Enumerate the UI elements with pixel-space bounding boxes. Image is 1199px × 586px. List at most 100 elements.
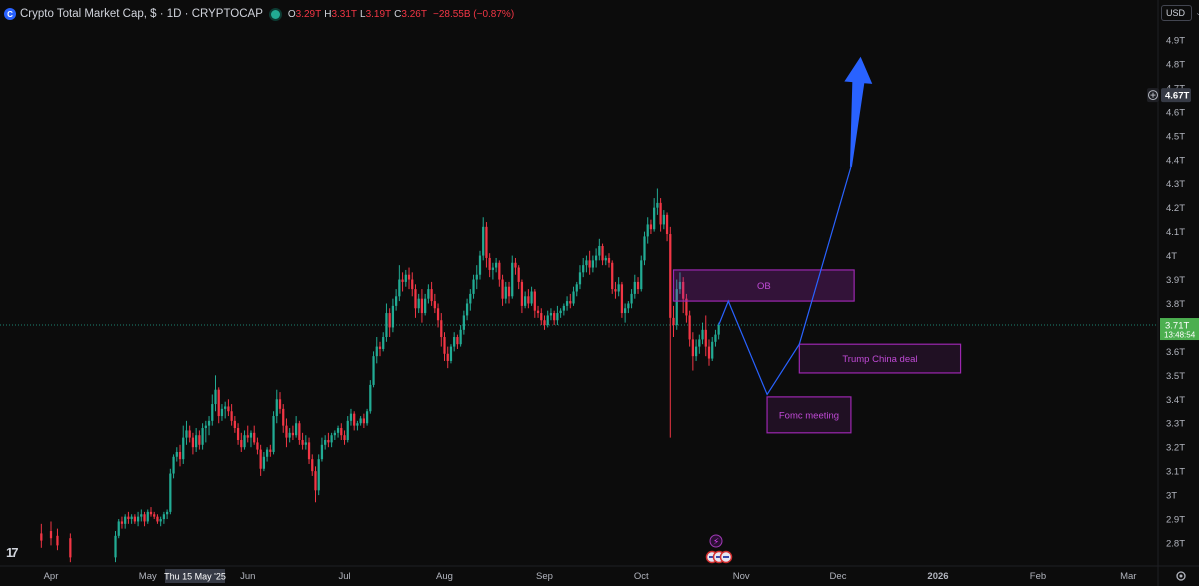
candle-body [556, 313, 559, 321]
candle-body [604, 257, 607, 261]
candle-body [201, 428, 204, 445]
candle-body [198, 435, 201, 445]
annotation-zone-box[interactable] [798, 343, 962, 374]
x-axis-tick-label: Feb [1030, 571, 1046, 582]
candle-body [598, 245, 601, 256]
candle-body [185, 430, 188, 438]
candle-body [507, 286, 511, 297]
tradingview-logo-icon[interactable]: 17 [6, 545, 19, 560]
candle-body [149, 511, 153, 515]
candle-body [282, 408, 285, 426]
candle-body [688, 315, 691, 340]
candle-body [501, 279, 504, 299]
candle-body [259, 449, 262, 469]
candle-body [659, 202, 662, 225]
candle-body [304, 442, 307, 445]
chart-header: C Crypto Total Market Cap, $ · 1D · CRYP… [4, 6, 514, 22]
candle-body [127, 516, 130, 520]
candle-body [682, 281, 685, 299]
candle-body [675, 289, 678, 326]
candle-body [533, 291, 536, 311]
annotation-zone-box[interactable] [766, 396, 852, 434]
gear-icon[interactable] [1176, 571, 1186, 581]
market-status-icon[interactable] [270, 9, 280, 19]
lightning-glyph: ⚡ [713, 538, 719, 548]
candle-body [124, 516, 127, 524]
candle-body [433, 301, 436, 309]
candle-body [320, 444, 324, 460]
candle-body [601, 245, 604, 261]
candle-body [382, 337, 385, 349]
candle-body [272, 416, 275, 452]
y-axis-tick-label: 4.4T [1166, 155, 1185, 166]
candle-body [694, 346, 698, 357]
candle-body [630, 293, 633, 304]
y-axis-tick-label: 3.9T [1166, 275, 1185, 286]
y-axis-tick-label: 3.1T [1166, 467, 1185, 478]
annotation-zone-label: OB [757, 281, 771, 292]
y-axis-tick-label: 4.6T [1166, 107, 1185, 118]
x-axis-tick-label: 2026 [927, 571, 948, 582]
candle-body [256, 442, 259, 450]
us-flag-stripe [716, 556, 722, 558]
marker-price-label: 4.67T [1165, 91, 1189, 102]
candle-body [172, 456, 175, 474]
lightning-event-icon[interactable] [709, 534, 723, 548]
candle-body [398, 279, 401, 297]
candle-body [249, 432, 253, 438]
annotation-zone-box[interactable] [672, 269, 855, 302]
x-axis-tick-label: Mar [1120, 571, 1136, 582]
candle-body [243, 435, 246, 448]
candle-body [456, 337, 459, 345]
candle-body [117, 521, 120, 536]
annotation-zone-label: Trump China deal [842, 354, 917, 365]
candle-body [559, 310, 562, 314]
candle-body [330, 435, 333, 443]
y-axis-tick-label: 3T [1166, 491, 1177, 502]
candle-body [307, 442, 311, 460]
candle-body [298, 423, 301, 441]
candle-body [504, 286, 507, 299]
candle-body [678, 281, 682, 290]
x-axis-tick-label: Jun [240, 571, 255, 582]
candle-body [640, 260, 643, 290]
candle-body [536, 310, 540, 314]
candle-body [356, 423, 359, 426]
candle-body [69, 538, 72, 558]
candle-body [446, 353, 449, 361]
projection-path[interactable] [718, 166, 852, 396]
candle-body [711, 341, 714, 359]
gear-icon-center [1179, 574, 1183, 578]
candle-body [404, 274, 407, 282]
candle-body [214, 389, 217, 405]
candle-body [336, 428, 340, 433]
candle-body [407, 274, 411, 280]
candle-body [40, 533, 43, 541]
current-price-label: 3.71T [1165, 321, 1189, 332]
candle-body [227, 406, 230, 412]
candle-body [233, 420, 236, 429]
candle-body [591, 260, 595, 268]
candle-body [362, 418, 365, 424]
candle-body [140, 514, 143, 517]
candle-body [159, 519, 162, 522]
candle-body [424, 298, 427, 314]
symbol-title[interactable]: Crypto Total Market Cap, $ · 1D · CRYPTO… [20, 8, 263, 20]
candle-body [311, 459, 314, 472]
candle-body [253, 432, 256, 443]
candle-body [220, 408, 224, 417]
ohlc-open: O3.29T [287, 9, 322, 20]
y-axis-tick-label: 2.8T [1166, 539, 1185, 550]
us-flag-stripe [709, 556, 715, 558]
x-axis-tick-label: Dec [830, 571, 847, 582]
currency-select[interactable]: USD ⌄ [1161, 5, 1199, 21]
candle-body [343, 435, 346, 441]
plus-circle-icon[interactable] [1148, 90, 1158, 101]
candle-body [465, 303, 469, 316]
candle-body [246, 435, 249, 438]
candle-body [182, 437, 185, 460]
projection-arrow-head[interactable] [844, 56, 873, 168]
candle-body [553, 313, 556, 321]
candle-body [324, 440, 327, 445]
